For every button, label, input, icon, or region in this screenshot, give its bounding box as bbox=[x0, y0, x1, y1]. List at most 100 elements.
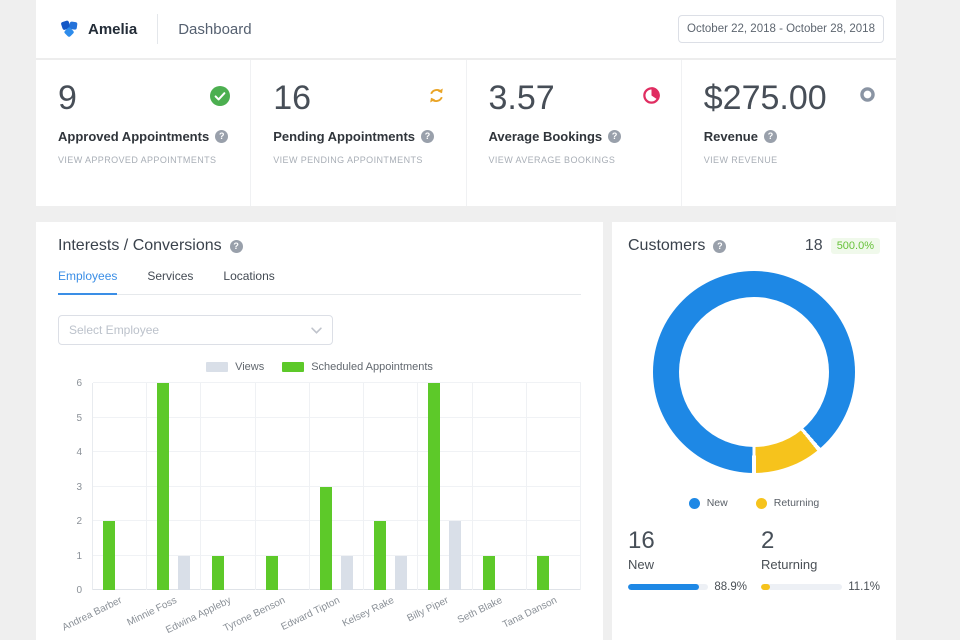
brand-name: Amelia bbox=[88, 20, 138, 38]
stat-value: 9 bbox=[58, 79, 77, 117]
metric-value: 16 bbox=[628, 527, 655, 554]
views-swatch bbox=[206, 362, 229, 372]
bar-scheduled-appointments bbox=[319, 486, 332, 590]
metric-percent: 88.9% bbox=[714, 581, 747, 593]
bar-scheduled-appointments bbox=[482, 555, 495, 590]
topbar-divider bbox=[157, 14, 159, 44]
metric-new: 16 New 88.9% bbox=[628, 527, 747, 593]
panels-row: Interests / Conversions Employees Servic… bbox=[36, 222, 896, 640]
amelia-logo-icon bbox=[61, 20, 78, 37]
bar-scheduled-appointments bbox=[374, 521, 387, 590]
metric-percent: 11.1% bbox=[848, 581, 880, 593]
new-progress-fill bbox=[628, 584, 700, 590]
scheduled-appointments-swatch bbox=[282, 362, 305, 372]
bar-scheduled-appointments bbox=[265, 555, 278, 590]
view-average-bookings-link[interactable]: VIEW AVERAGE BOOKINGS bbox=[488, 155, 616, 166]
returning-dot bbox=[755, 497, 767, 509]
tab-services[interactable]: Services bbox=[147, 269, 194, 283]
bar-views bbox=[340, 555, 353, 590]
select-employee-dropdown[interactable]: Select Employee bbox=[58, 315, 333, 345]
new-dot bbox=[688, 497, 700, 509]
legend-item-new[interactable]: New bbox=[688, 497, 728, 509]
bar-group bbox=[93, 383, 148, 590]
bar-group bbox=[418, 383, 473, 590]
help-icon[interactable] bbox=[713, 239, 727, 253]
stat-label: Pending Appointments bbox=[273, 129, 416, 145]
legend-item-scheduled-appointments[interactable]: Scheduled Appointments bbox=[282, 361, 433, 373]
tab-employees[interactable]: Employees bbox=[58, 269, 118, 295]
legend-item-returning[interactable]: Returning bbox=[755, 497, 819, 509]
bar-scheduled-appointments bbox=[536, 555, 549, 590]
tab-locations[interactable]: Locations bbox=[223, 269, 275, 283]
bar-scheduled-appointments bbox=[157, 383, 170, 590]
legend-label: Scheduled Appointments bbox=[311, 361, 433, 373]
legend-label: New bbox=[706, 497, 728, 509]
stat-label: Average Bookings bbox=[488, 129, 603, 145]
bar-group bbox=[256, 383, 310, 590]
bar-scheduled-appointments bbox=[428, 383, 441, 590]
metric-label: Returning bbox=[761, 557, 818, 572]
left-gutter bbox=[0, 0, 36, 640]
content-area: Amelia Dashboard October 22, 2018 - Octo… bbox=[36, 0, 896, 640]
help-icon[interactable] bbox=[421, 130, 435, 144]
metric-returning: 2 Returning 11.1% bbox=[761, 527, 880, 593]
customers-title: Customers bbox=[628, 237, 706, 254]
help-icon[interactable] bbox=[608, 130, 622, 144]
chevron-down-icon bbox=[311, 326, 322, 334]
stat-label: Approved Appointments bbox=[58, 129, 210, 145]
legend-item-views[interactable]: Views bbox=[206, 361, 264, 373]
refresh-icon bbox=[427, 86, 446, 110]
stat-revenue: $275.00 Revenue VIEW REVENUE bbox=[682, 60, 896, 206]
growth-badge: 500.0% bbox=[830, 238, 880, 254]
returning-progress-fill bbox=[761, 584, 771, 590]
right-gutter bbox=[896, 0, 960, 640]
bar-group bbox=[147, 383, 202, 590]
bar-views bbox=[449, 521, 462, 590]
date-range-input[interactable]: October 22, 2018 - October 28, 2018 bbox=[678, 15, 884, 43]
donut-chart bbox=[653, 271, 855, 473]
select-employee-placeholder: Select Employee bbox=[69, 323, 160, 337]
bar-scheduled-appointments bbox=[103, 521, 116, 590]
bar-views bbox=[395, 555, 408, 590]
customers-panel: Customers 18 500.0% New bbox=[612, 222, 896, 640]
view-revenue-link[interactable]: VIEW REVENUE bbox=[703, 155, 778, 166]
donut-icon bbox=[859, 86, 876, 108]
donut-legend: New Returning bbox=[628, 497, 880, 509]
bar-group bbox=[473, 383, 527, 590]
brand: Amelia bbox=[58, 18, 137, 40]
bar-scheduled-appointments bbox=[211, 555, 224, 590]
view-approved-appointments-link[interactable]: VIEW APPROVED APPOINTMENTS bbox=[58, 155, 217, 166]
bar-group bbox=[527, 383, 581, 590]
category-label: Seth Blake bbox=[456, 595, 505, 627]
customers-total: 18 bbox=[804, 237, 823, 254]
bar-chart-xlabels: Andrea Barber Minnie Foss Edwina Appleby Ty… bbox=[61, 590, 581, 640]
category-label: Billy Piper bbox=[405, 595, 450, 625]
bar-chart-legend: Views Scheduled Appointments bbox=[58, 361, 581, 373]
bar-views bbox=[178, 555, 191, 590]
metric-value: 2 bbox=[761, 527, 775, 554]
customer-metrics: 16 New 88.9% 2 Returning 11.1% bbox=[628, 527, 880, 593]
topbar: Amelia Dashboard October 22, 2018 - Octo… bbox=[36, 0, 896, 60]
stat-pending-appointments: 16 Pending Appointments VIEW PENDING APP… bbox=[251, 60, 467, 206]
legend-label: Views bbox=[235, 361, 265, 373]
category-label: Andrea Barber bbox=[60, 595, 124, 634]
check-circle-icon bbox=[210, 86, 231, 111]
bar-group bbox=[310, 383, 365, 590]
new-progress-track bbox=[628, 584, 709, 590]
stat-value: 16 bbox=[273, 79, 312, 117]
help-icon[interactable] bbox=[763, 130, 777, 144]
bar-chart-plot bbox=[92, 382, 581, 590]
category-label: Edward Tipton bbox=[279, 595, 342, 633]
bar-group bbox=[364, 383, 419, 590]
stat-value: $275.00 bbox=[703, 79, 827, 117]
returning-progress-track bbox=[761, 584, 843, 590]
interests-panel: Interests / Conversions Employees Servic… bbox=[36, 222, 603, 640]
help-icon[interactable] bbox=[215, 130, 229, 144]
bar-group bbox=[201, 383, 256, 590]
help-icon[interactable] bbox=[229, 239, 243, 253]
category-label: Kelsey Rake bbox=[340, 595, 396, 630]
view-pending-appointments-link[interactable]: VIEW PENDING APPOINTMENTS bbox=[273, 155, 423, 166]
category-label: Tana Danson bbox=[500, 595, 559, 631]
